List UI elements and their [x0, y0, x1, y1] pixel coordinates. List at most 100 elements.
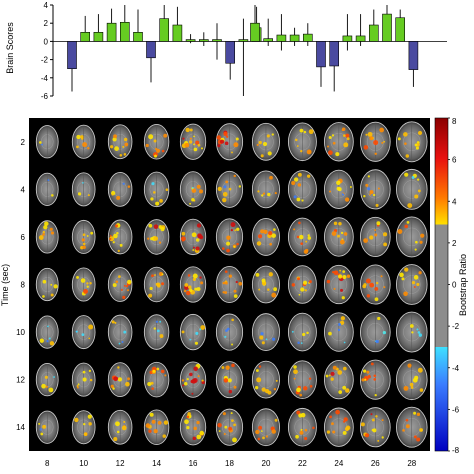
activation-blob	[153, 236, 159, 241]
activation-blob	[377, 439, 380, 442]
activation-blob	[383, 242, 388, 247]
activation-blob	[362, 284, 367, 289]
brain-slice	[107, 124, 133, 160]
deactivation-blob	[75, 330, 78, 333]
activation-blob	[118, 275, 121, 278]
activation-blob	[364, 433, 370, 438]
activation-blob	[267, 192, 271, 197]
activation-blob	[38, 141, 42, 144]
activation-blob	[271, 233, 277, 238]
activation-blob	[113, 134, 118, 139]
activation-blob	[53, 284, 58, 289]
activation-blob	[363, 195, 366, 198]
activation-blob	[122, 295, 126, 299]
activation-blob	[338, 221, 342, 226]
activation-blob	[374, 393, 377, 397]
column-label: 20	[262, 459, 271, 468]
brain-slice	[287, 265, 317, 304]
activation-blob	[223, 433, 226, 436]
activation-blob	[189, 137, 192, 140]
activation-blob	[325, 374, 329, 378]
activation-blob	[194, 341, 199, 345]
activation-blob	[151, 274, 154, 278]
activation-blob	[345, 425, 351, 431]
activation-blob	[362, 369, 367, 373]
activation-blob	[193, 135, 195, 138]
activation-blob	[293, 365, 297, 369]
activation-blob	[342, 430, 347, 435]
activation-blob	[76, 145, 79, 149]
activation-blob	[413, 286, 416, 288]
deactivation-blob	[382, 330, 387, 335]
activation-blob	[200, 281, 204, 285]
activation-blob	[268, 230, 273, 236]
activation-blob	[200, 325, 206, 330]
column-label: 24	[334, 459, 343, 468]
activation-blob	[261, 194, 264, 197]
brain-slice	[359, 216, 391, 257]
activation-blob	[274, 418, 278, 422]
deactivation-blob	[223, 185, 227, 189]
activation-blob	[238, 281, 243, 286]
activation-blob	[221, 366, 225, 369]
activation-blob	[193, 246, 195, 249]
activation-blob	[226, 241, 231, 246]
brain-slice	[215, 313, 244, 351]
activation-blob	[42, 230, 46, 234]
activation-blob	[326, 279, 331, 284]
activation-blob	[224, 141, 229, 146]
activation-blob	[274, 192, 277, 195]
bar	[238, 39, 249, 42]
activation-blob	[233, 142, 239, 148]
activation-blob	[344, 197, 350, 202]
activation-blob	[83, 432, 88, 436]
activation-blob	[377, 187, 380, 190]
activation-blob	[233, 174, 236, 178]
activation-blob	[224, 281, 228, 285]
activation-blob	[411, 281, 416, 285]
activation-blob	[193, 143, 195, 146]
activation-blob	[267, 151, 272, 156]
activation-blob	[119, 243, 123, 247]
brain-slice	[179, 266, 207, 303]
activation-blob	[299, 128, 304, 133]
activation-blob	[149, 286, 153, 291]
activation-blob	[364, 378, 367, 381]
brain-slice	[107, 171, 133, 207]
activation-blob	[117, 366, 120, 369]
deactivation-blob	[195, 331, 199, 335]
activation-blob	[307, 236, 312, 240]
activation-blob	[228, 426, 233, 431]
activation-blob	[308, 129, 314, 135]
activation-blob	[374, 286, 379, 291]
deactivation-blob	[338, 323, 342, 326]
activation-blob	[195, 140, 200, 145]
brain-slice	[71, 362, 96, 397]
activation-blob	[233, 245, 236, 248]
activation-blob	[82, 233, 86, 237]
activation-blob	[419, 388, 424, 392]
activation-blob	[303, 386, 308, 391]
activation-blob	[86, 285, 89, 288]
activation-blob	[186, 415, 190, 419]
deactivation-blob	[268, 190, 271, 193]
activation-blob	[42, 279, 47, 284]
bar	[199, 39, 209, 42]
brain-slice	[251, 360, 280, 399]
brain-slice	[251, 170, 280, 209]
activation-blob	[191, 188, 197, 193]
activation-blob	[224, 425, 228, 429]
y-tick-label: 4	[44, 1, 49, 10]
activation-blob	[346, 137, 350, 141]
activation-blob	[262, 192, 266, 195]
deactivation-blob	[260, 332, 264, 336]
activation-blob	[366, 294, 371, 298]
activation-blob	[414, 143, 418, 147]
activation-blob	[293, 177, 299, 182]
activation-blob	[373, 377, 377, 381]
y-ticks: 4 2 0 -2 -4 -6	[41, 1, 53, 101]
activation-blob	[409, 382, 414, 387]
column-label: 10	[79, 459, 88, 468]
